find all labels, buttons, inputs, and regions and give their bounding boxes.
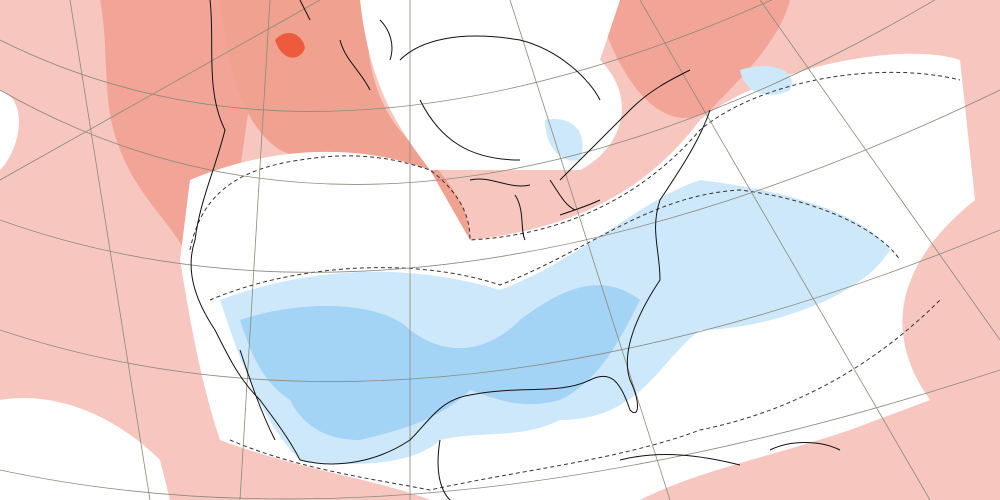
lake-outline [469, 178, 601, 241]
latitude-line [0, 0, 773, 112]
coastline [299, 109, 711, 465]
latitude-line [0, 0, 936, 185]
cool-region [740, 66, 792, 95]
contour-line [189, 71, 961, 251]
neutral-region [0, 90, 19, 170]
coastline [559, 69, 691, 181]
longitude-line [509, 0, 671, 500]
latitude-line [0, 369, 1000, 500]
longitude-line [0, 0, 321, 181]
coastline [437, 439, 451, 500]
neutral-region [0, 398, 170, 500]
longitude-line [69, 0, 151, 500]
latitude-line [0, 89, 1000, 273]
latitude-line [0, 229, 1000, 382]
contour-line [229, 299, 941, 491]
longitude-line [759, 0, 1000, 341]
cool-region [545, 119, 583, 161]
strong-warm-spot [275, 33, 305, 58]
warm-region [600, 0, 790, 119]
island-outline [619, 442, 841, 466]
longitude-line [239, 0, 271, 500]
coastline [399, 35, 601, 161]
cool-region [240, 285, 640, 440]
coastline [299, 0, 393, 91]
coastline [239, 349, 276, 441]
contour-line [209, 189, 901, 301]
longitude-line [639, 0, 931, 500]
coastline [190, 0, 301, 461]
